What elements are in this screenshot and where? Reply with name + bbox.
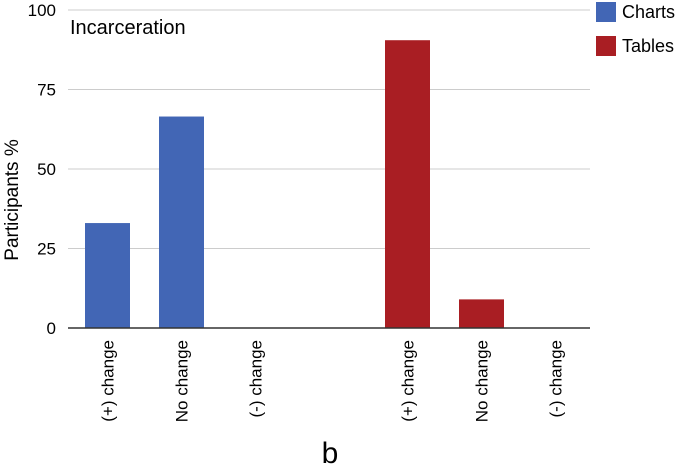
bar-tables-0 xyxy=(385,40,430,329)
legend-label-tables: Tables xyxy=(622,36,674,56)
y-tick-label: 100 xyxy=(28,1,56,20)
category-labels: (+) change No change (-) change (+) change N… xyxy=(99,340,566,422)
y-tick-label: 0 xyxy=(47,319,56,338)
bar-charts-0 xyxy=(85,223,130,328)
legend-swatch-tables xyxy=(596,36,616,56)
y-tick-label: 75 xyxy=(37,81,56,100)
legend-swatch-charts xyxy=(596,2,616,22)
bar-tables-1 xyxy=(459,299,504,328)
y-tick-label: 25 xyxy=(37,240,56,259)
legend: Charts Tables xyxy=(596,2,675,56)
x-category-label: (-) change xyxy=(247,340,266,417)
x-category-label: (+) change xyxy=(99,340,118,422)
chart-title: Incarceration xyxy=(70,17,186,39)
x-category-label: (-) change xyxy=(547,340,566,417)
y-axis-ticks: 0 25 50 75 100 xyxy=(28,1,56,338)
panel-label: b xyxy=(322,437,339,467)
y-axis-label: Participants % xyxy=(2,139,23,261)
bars xyxy=(85,40,504,329)
x-category-label: No change xyxy=(473,340,492,422)
x-category-label: (+) change xyxy=(399,340,418,422)
legend-label-charts: Charts xyxy=(622,2,675,22)
x-category-label: No change xyxy=(173,340,192,422)
y-tick-label: 50 xyxy=(37,160,56,179)
bar-charts-1 xyxy=(159,116,204,328)
gridlines xyxy=(68,9,590,249)
